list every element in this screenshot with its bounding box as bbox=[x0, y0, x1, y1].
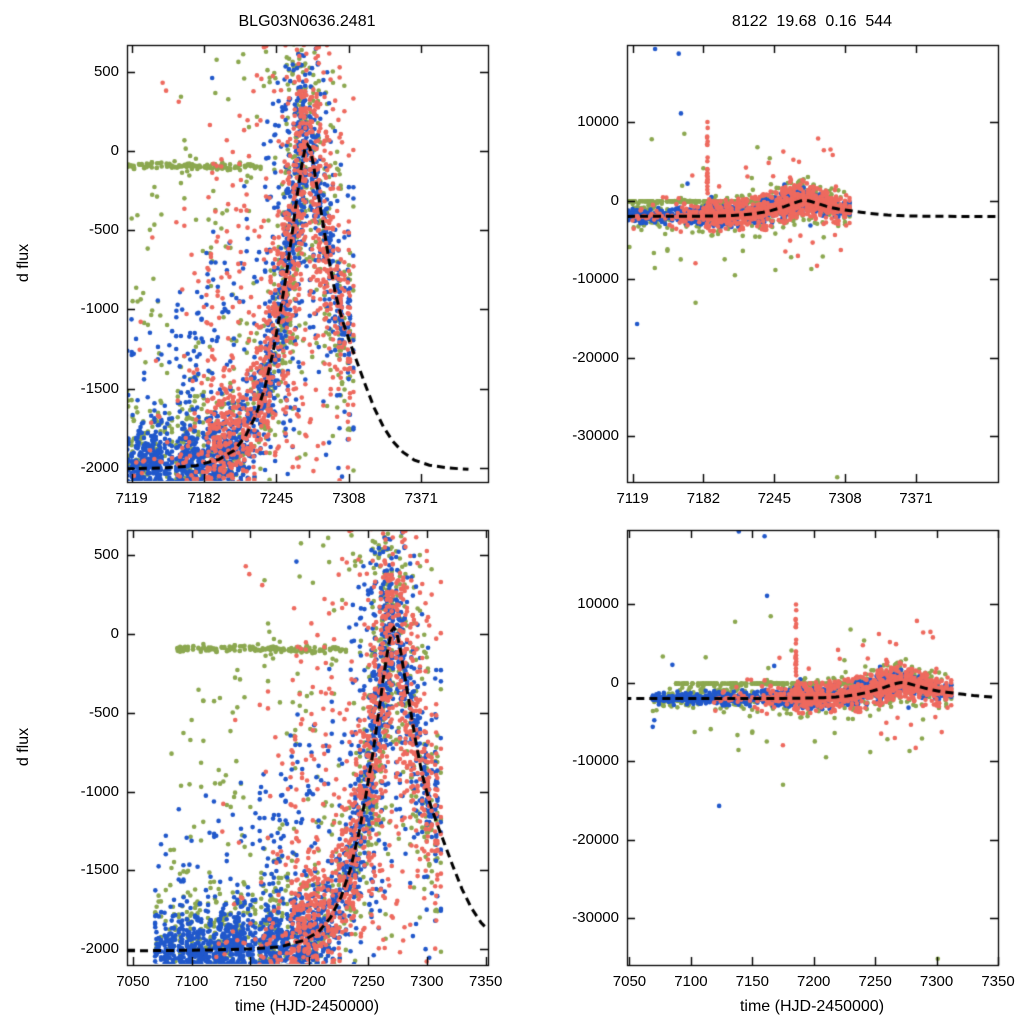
y-tick-label: 0 bbox=[610, 191, 619, 209]
x-tick-label: 7350 bbox=[981, 973, 1015, 990]
y-tick-label: -30000 bbox=[572, 908, 619, 926]
y-tick-label: -500 bbox=[88, 703, 119, 721]
x-tick-label: 7308 bbox=[332, 490, 366, 507]
x-tick-label: 7150 bbox=[735, 973, 769, 990]
y-tick-label: 10000 bbox=[577, 113, 619, 131]
y-tick-label: -2000 bbox=[80, 940, 119, 958]
y-tick-label: -2000 bbox=[80, 459, 119, 477]
x-tick-label: 7119 bbox=[616, 490, 649, 507]
x-tick-label: 7371 bbox=[404, 490, 438, 507]
y-tick-label: 0 bbox=[110, 141, 119, 159]
x-tick-label: 7100 bbox=[674, 973, 708, 990]
y-tick-label: -1000 bbox=[80, 300, 119, 318]
x-tick-label: 7200 bbox=[797, 973, 831, 990]
panel-top-right-title: 8122 19.68 0.16 544 bbox=[731, 13, 893, 30]
y-tick-label: -1500 bbox=[80, 861, 119, 879]
x-axis-label-bottom-right: time (HJD-2450000) bbox=[739, 998, 885, 1015]
x-tick-label: 7200 bbox=[292, 973, 326, 990]
x-tick-label: 7250 bbox=[858, 973, 892, 990]
x-tick-label: 7308 bbox=[828, 490, 862, 507]
x-tick-label: 7350 bbox=[468, 973, 503, 990]
y-tick-label: 500 bbox=[93, 546, 119, 564]
y-tick-label: 500 bbox=[93, 62, 119, 80]
x-tick-label: 7182 bbox=[187, 490, 221, 507]
x-tick-label: 7245 bbox=[757, 490, 791, 507]
y-tick-label: 0 bbox=[110, 625, 119, 643]
x-tick-label: 7300 bbox=[410, 973, 444, 990]
y-axis-label-bottom: d flux bbox=[15, 727, 32, 767]
x-tick-label: 7050 bbox=[612, 973, 647, 990]
panel-top-left-title: BLG03N0636.2481 bbox=[238, 13, 376, 30]
y-tick-label: -1000 bbox=[80, 782, 119, 800]
y-tick-label: -10000 bbox=[572, 270, 619, 288]
x-tick-label: 7119 bbox=[115, 490, 148, 507]
x-tick-label: 7245 bbox=[259, 490, 294, 507]
y-tick-label: 10000 bbox=[577, 595, 619, 613]
y-tick-label: -10000 bbox=[572, 752, 619, 770]
y-tick-label: -30000 bbox=[572, 427, 619, 445]
x-tick-label: 7050 bbox=[116, 973, 150, 990]
x-tick-label: 7250 bbox=[351, 973, 385, 990]
y-tick-label: -20000 bbox=[572, 348, 619, 366]
x-axis-label-bottom-left: time (HJD-2450000) bbox=[234, 998, 380, 1015]
y-tick-label: -500 bbox=[88, 221, 119, 239]
x-tick-label: 7300 bbox=[919, 973, 954, 990]
x-tick-label: 7371 bbox=[899, 490, 933, 507]
y-tick-label: 0 bbox=[610, 673, 619, 691]
y-tick-label: -20000 bbox=[572, 830, 619, 848]
x-tick-label: 7100 bbox=[174, 973, 209, 990]
x-tick-label: 7150 bbox=[233, 973, 268, 990]
y-axis-label-top: d flux bbox=[15, 243, 32, 283]
x-tick-label: 7182 bbox=[686, 490, 721, 507]
y-tick-label: -1500 bbox=[80, 379, 119, 397]
